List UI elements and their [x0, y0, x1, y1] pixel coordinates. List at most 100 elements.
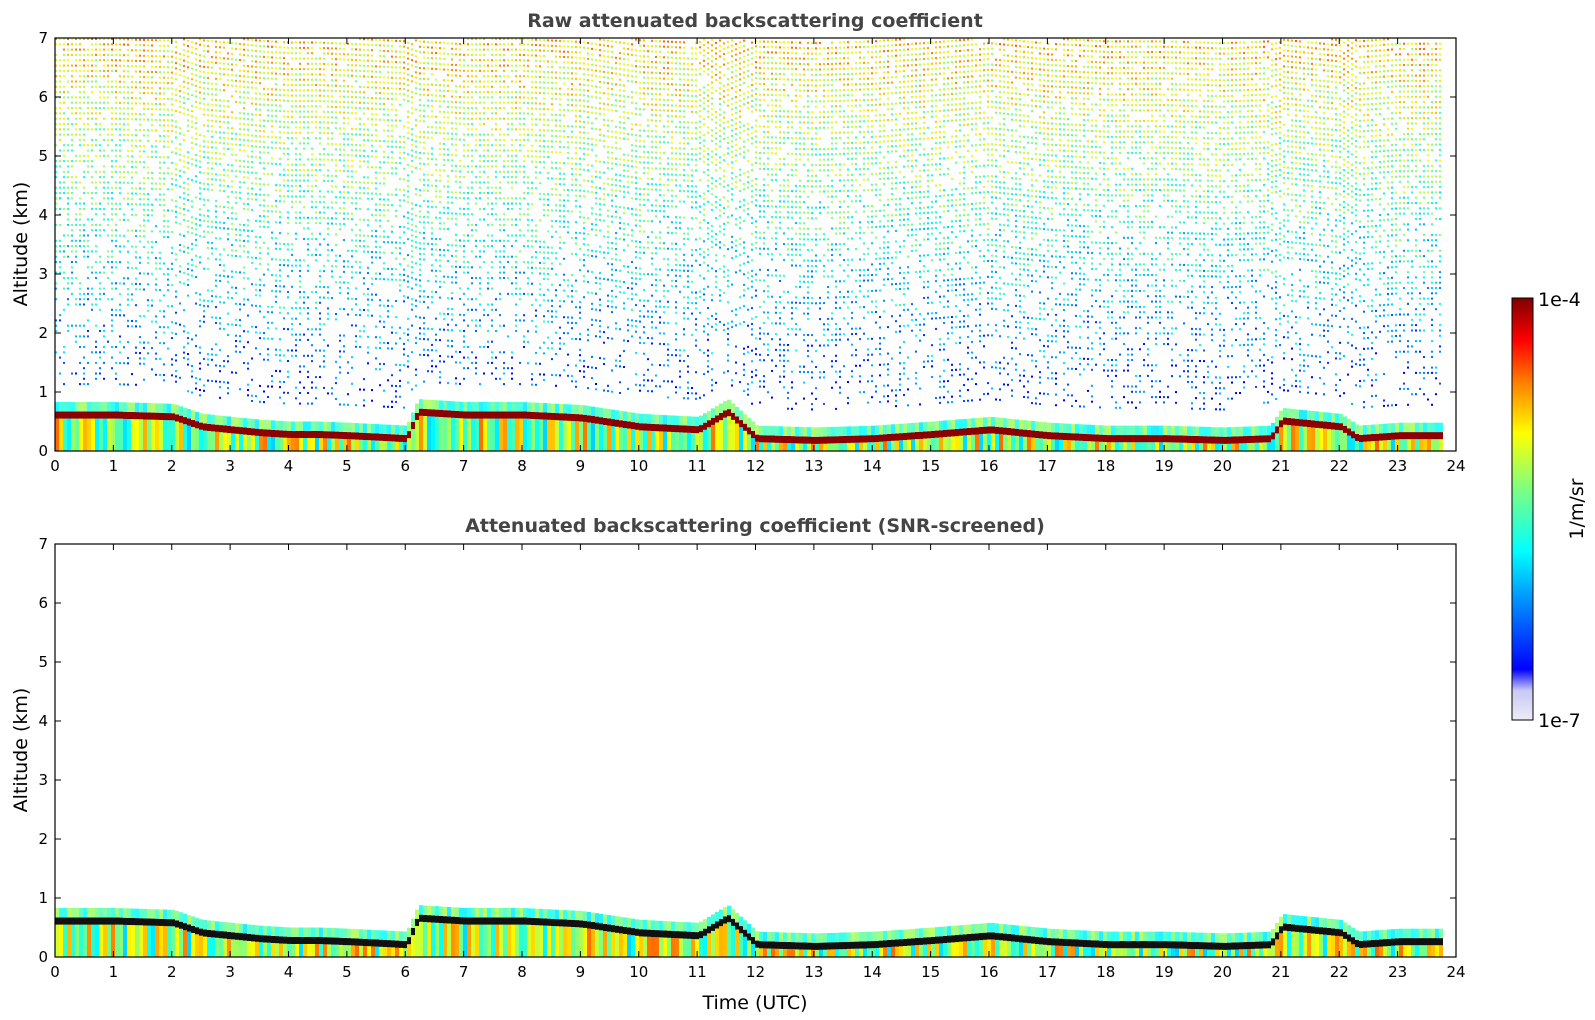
noise-pixel — [387, 310, 389, 313]
noise-pixel — [195, 196, 197, 199]
noise-pixel — [487, 144, 489, 147]
noise-pixel — [491, 85, 493, 88]
noise-pixel — [63, 75, 65, 78]
noise-pixel — [363, 38, 365, 41]
noise-pixel — [187, 262, 189, 265]
noise-pixel — [295, 397, 297, 400]
noise-pixel — [331, 275, 333, 278]
noise-pixel — [431, 243, 433, 245]
noise-pixel — [503, 271, 505, 274]
noise-pixel — [279, 359, 281, 362]
noise-pixel — [459, 239, 461, 242]
noise-pixel — [491, 213, 493, 216]
noise-pixel — [451, 196, 453, 199]
noise-pixel — [103, 197, 105, 200]
noise-pixel — [471, 229, 473, 232]
noise-pixel — [183, 165, 185, 168]
noise-pixel — [83, 234, 85, 237]
noise-pixel — [263, 151, 265, 154]
noise-pixel — [279, 99, 281, 102]
noise-pixel — [403, 268, 405, 271]
noise-pixel — [79, 91, 81, 94]
noise-pixel — [83, 170, 85, 173]
noise-pixel — [343, 53, 345, 56]
noise-pixel — [307, 105, 309, 108]
noise-pixel — [395, 71, 397, 74]
noise-pixel — [135, 346, 137, 349]
noise-pixel — [435, 62, 437, 65]
noise-pixel — [99, 351, 101, 354]
noise-pixel — [223, 142, 225, 145]
noise-pixel — [335, 47, 337, 50]
noise-pixel — [387, 267, 389, 270]
noise-pixel — [55, 59, 57, 62]
noise-pixel — [427, 173, 429, 176]
noise-pixel — [179, 106, 181, 108]
noise-pixel — [311, 195, 313, 198]
noise-pixel — [131, 203, 133, 206]
noise-pixel — [219, 253, 221, 256]
noise-pixel — [187, 98, 189, 101]
noise-pixel — [399, 50, 401, 53]
noise-pixel — [347, 313, 349, 316]
noise-pixel — [399, 395, 401, 398]
noise-pixel — [415, 374, 417, 376]
noise-pixel — [539, 134, 541, 137]
noise-pixel — [119, 335, 121, 338]
noise-pixel — [319, 41, 321, 44]
noise-pixel — [543, 150, 545, 153]
noise-pixel — [439, 270, 441, 273]
noise-pixel — [151, 246, 153, 249]
noise-pixel — [199, 150, 201, 152]
noise-pixel — [159, 193, 161, 196]
noise-pixel — [271, 40, 273, 43]
noise-pixel — [395, 140, 397, 143]
noise-pixel — [515, 138, 517, 141]
noise-pixel — [183, 86, 185, 89]
noise-pixel — [127, 219, 129, 221]
noise-pixel — [467, 239, 469, 242]
noise-pixel — [327, 41, 329, 44]
noise-pixel — [107, 138, 109, 141]
noise-pixel — [483, 48, 485, 51]
noise-pixel — [367, 224, 369, 227]
noise-pixel — [395, 257, 397, 260]
noise-pixel — [183, 139, 185, 142]
noise-pixel — [211, 162, 213, 165]
noise-pixel — [411, 48, 413, 51]
noise-pixel — [431, 227, 433, 230]
noise-pixel — [115, 43, 117, 46]
noise-pixel — [67, 277, 69, 279]
noise-pixel — [259, 92, 261, 95]
noise-pixel — [159, 156, 161, 159]
noise-pixel — [527, 282, 529, 285]
noise-pixel — [211, 114, 213, 117]
noise-pixel — [219, 258, 221, 261]
noise-pixel — [391, 124, 393, 127]
noise-pixel — [295, 169, 297, 171]
noise-pixel — [419, 152, 421, 154]
noise-pixel — [59, 149, 61, 152]
noise-pixel — [143, 102, 145, 105]
noise-pixel — [351, 96, 353, 98]
noise-pixel — [279, 125, 281, 128]
noise-pixel — [431, 94, 433, 97]
noise-pixel — [411, 324, 413, 327]
noise-pixel — [491, 48, 493, 51]
noise-pixel — [419, 327, 421, 330]
noise-pixel — [439, 47, 441, 50]
noise-pixel — [467, 223, 469, 226]
noise-pixel — [427, 349, 429, 351]
noise-pixel — [315, 62, 317, 65]
noise-pixel — [471, 181, 473, 184]
noise-pixel — [195, 106, 197, 109]
noise-pixel — [455, 117, 457, 120]
noise-pixel — [447, 329, 449, 331]
noise-pixel — [447, 116, 449, 119]
noise-pixel — [271, 141, 273, 144]
noise-pixel — [131, 144, 133, 147]
noise-pixel — [167, 283, 169, 286]
noise-pixel — [167, 119, 169, 122]
noise-pixel — [119, 38, 121, 41]
noise-pixel — [267, 66, 269, 69]
